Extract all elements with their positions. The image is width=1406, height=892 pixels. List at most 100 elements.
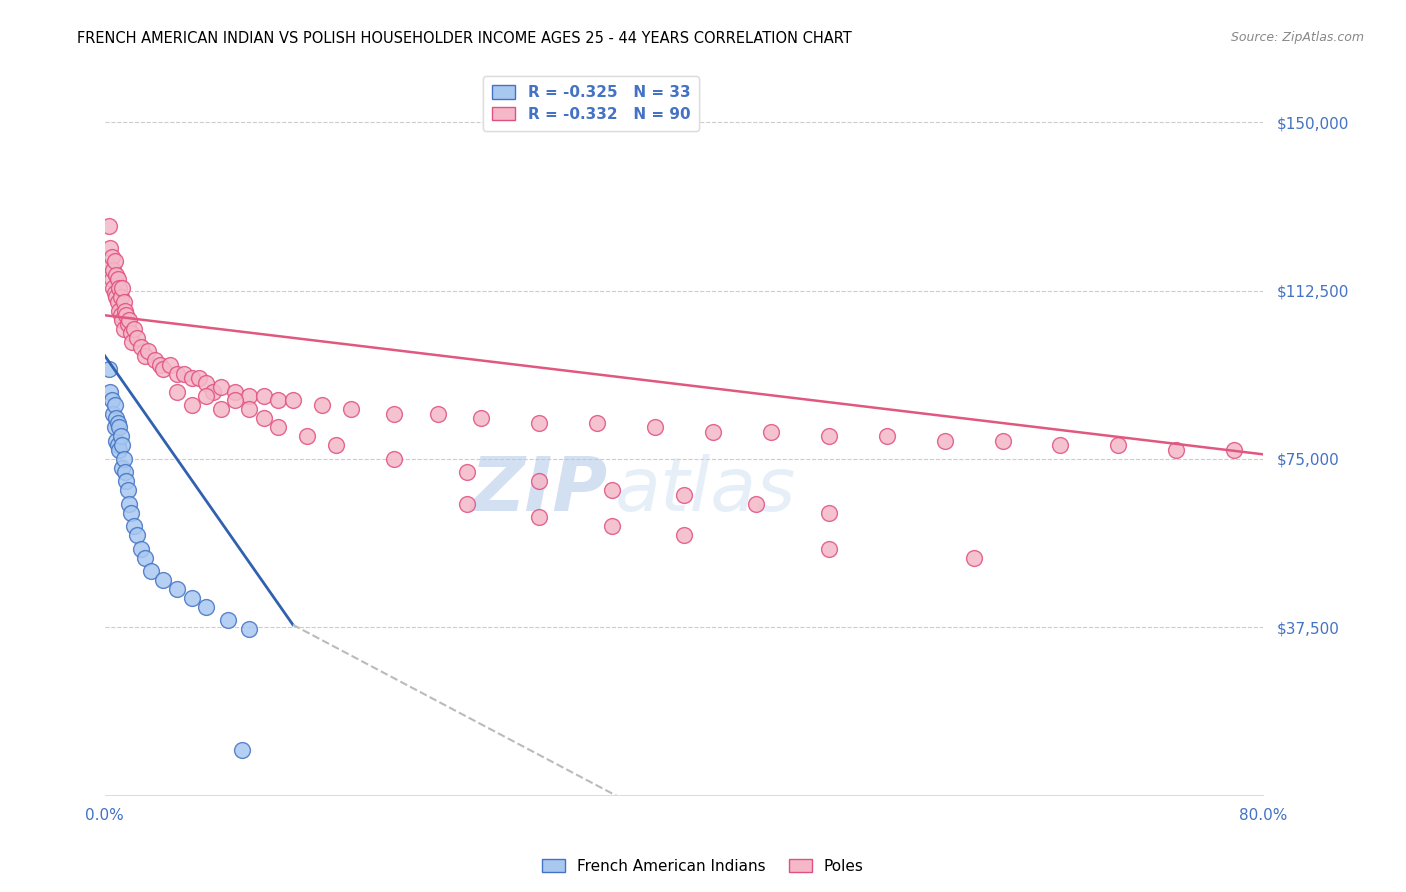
Point: [426, 407, 449, 421]
Point: [527, 416, 550, 430]
Point: [1223, 442, 1246, 457]
Point: [117, 483, 139, 498]
Point: [100, 241, 122, 255]
Point: [311, 398, 333, 412]
Point: [297, 429, 319, 443]
Point: [134, 550, 156, 565]
Point: [217, 613, 239, 627]
Point: [108, 442, 131, 457]
Point: [105, 434, 128, 448]
Point: [139, 564, 162, 578]
Point: [470, 411, 492, 425]
Point: [108, 303, 131, 318]
Point: [143, 353, 166, 368]
Point: [110, 290, 132, 304]
Point: [100, 384, 122, 399]
Point: [672, 528, 695, 542]
Point: [129, 541, 152, 556]
Point: [115, 475, 138, 489]
Point: [238, 622, 260, 636]
Point: [107, 272, 129, 286]
Point: [98, 219, 121, 233]
Point: [166, 384, 188, 399]
Point: [600, 519, 623, 533]
Point: [267, 393, 290, 408]
Point: [98, 362, 121, 376]
Point: [149, 358, 172, 372]
Text: FRENCH AMERICAN INDIAN VS POLISH HOUSEHOLDER INCOME AGES 25 - 44 YEARS CORRELATI: FRENCH AMERICAN INDIAN VS POLISH HOUSEHO…: [77, 31, 852, 46]
Point: [180, 591, 202, 605]
Point: [759, 425, 782, 439]
Point: [103, 407, 125, 421]
Point: [152, 362, 174, 376]
Point: [325, 438, 347, 452]
Point: [187, 371, 209, 385]
Point: [195, 599, 218, 614]
Point: [114, 465, 136, 479]
Point: [122, 322, 145, 336]
Point: [110, 429, 132, 443]
Point: [876, 429, 898, 443]
Point: [118, 497, 141, 511]
Point: [111, 460, 134, 475]
Point: [817, 506, 839, 520]
Point: [281, 393, 304, 408]
Point: [134, 349, 156, 363]
Point: [224, 393, 246, 408]
Point: [586, 416, 609, 430]
Point: [107, 438, 129, 452]
Point: [456, 497, 478, 511]
Text: ZIP: ZIP: [471, 453, 609, 526]
Point: [122, 519, 145, 533]
Text: atlas: atlas: [614, 454, 796, 526]
Point: [1267, 447, 1289, 461]
Point: [238, 402, 260, 417]
Point: [456, 465, 478, 479]
Point: [111, 312, 134, 326]
Point: [209, 402, 232, 417]
Point: [934, 434, 956, 448]
Point: [180, 371, 202, 385]
Point: [112, 322, 135, 336]
Point: [166, 582, 188, 596]
Point: [105, 411, 128, 425]
Point: [100, 259, 122, 273]
Point: [253, 389, 276, 403]
Point: [202, 384, 225, 399]
Point: [103, 281, 125, 295]
Point: [125, 528, 148, 542]
Point: [962, 550, 984, 565]
Point: [382, 451, 405, 466]
Point: [120, 326, 142, 341]
Point: [253, 411, 276, 425]
Point: [104, 398, 127, 412]
Point: [111, 438, 134, 452]
Point: [267, 420, 290, 434]
Point: [644, 420, 666, 434]
Point: [817, 429, 839, 443]
Point: [125, 331, 148, 345]
Point: [340, 402, 363, 417]
Point: [114, 303, 136, 318]
Point: [104, 285, 127, 300]
Point: [1107, 438, 1129, 452]
Point: [104, 254, 127, 268]
Point: [136, 344, 159, 359]
Legend: French American Indians, Poles: French American Indians, Poles: [536, 853, 870, 880]
Point: [991, 434, 1014, 448]
Point: [173, 367, 195, 381]
Point: [745, 497, 768, 511]
Point: [103, 263, 125, 277]
Point: [108, 420, 131, 434]
Point: [110, 308, 132, 322]
Legend: R = -0.325   N = 33, R = -0.332   N = 90: R = -0.325 N = 33, R = -0.332 N = 90: [484, 76, 699, 131]
Point: [166, 367, 188, 381]
Point: [107, 416, 129, 430]
Point: [121, 335, 143, 350]
Point: [1049, 438, 1071, 452]
Point: [112, 294, 135, 309]
Point: [159, 358, 181, 372]
Point: [382, 407, 405, 421]
Point: [702, 425, 724, 439]
Point: [152, 573, 174, 587]
